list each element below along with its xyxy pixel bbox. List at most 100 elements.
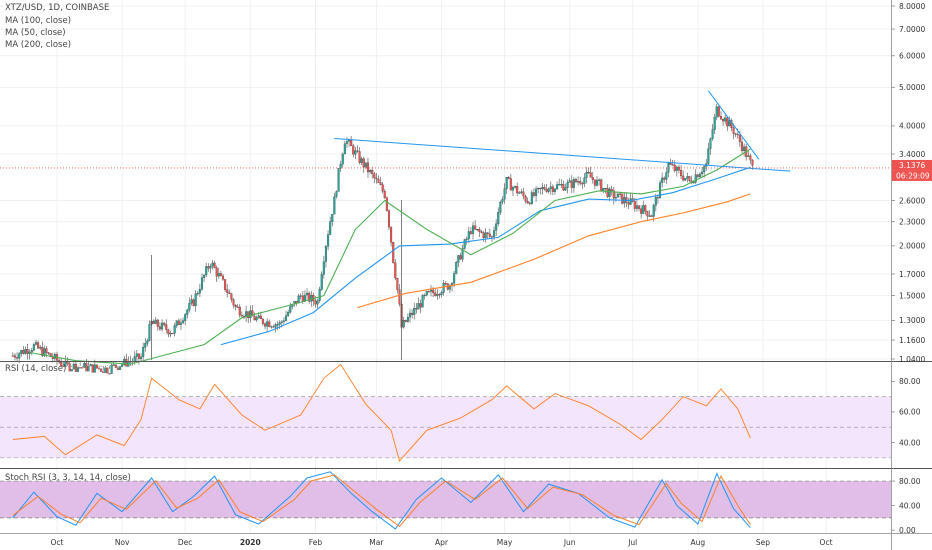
ma50-legend[interactable]: MA (50, close): [5, 28, 66, 38]
candle-body: [66, 360, 69, 364]
candle-body: [398, 289, 401, 305]
candle-body: [528, 202, 531, 204]
candle-body: [627, 202, 630, 205]
candle-body: [169, 333, 172, 335]
candle-body: [570, 180, 573, 188]
candle-body: [165, 324, 168, 330]
trendline-1: [334, 137, 791, 172]
candle-body: [438, 294, 441, 296]
candle-body: [289, 306, 292, 313]
stoch-rsi-legend[interactable]: Stoch RSI (3, 3, 14, 14, close): [5, 473, 131, 483]
candle-body: [560, 184, 563, 186]
rsi-line: [12, 363, 751, 462]
candle-body: [595, 179, 599, 186]
candle-body: [635, 205, 638, 209]
candle-body: [144, 343, 147, 348]
candle-body: [268, 321, 271, 327]
candle-body: [91, 364, 94, 373]
candle-body: [379, 182, 382, 185]
candle-body: [488, 233, 491, 237]
candle-body: [230, 293, 233, 300]
candle-body: [119, 366, 122, 370]
time-tick-label: Oct: [51, 538, 64, 547]
time-tick-label: 2020: [240, 538, 261, 547]
candle-body: [444, 283, 447, 285]
candle-body: [442, 283, 445, 293]
candle-body: [266, 321, 269, 327]
candle-body: [736, 134, 739, 136]
countdown-tag: [892, 170, 932, 181]
candle-body: [253, 315, 256, 321]
price-tick-label: 7.0000: [899, 25, 925, 34]
candle-body: [701, 171, 704, 175]
candle-body: [463, 239, 466, 249]
candle-body: [314, 300, 317, 305]
candle-body: [564, 187, 567, 191]
ma100-line: [220, 166, 751, 346]
rsi-tick-label: 80.00: [899, 377, 921, 386]
candle-body: [209, 265, 212, 269]
price-tick-label: 8.0000: [899, 2, 925, 11]
candle-body: [152, 321, 155, 324]
candle-body: [425, 291, 428, 296]
candle-body: [299, 295, 302, 297]
candle-body: [579, 181, 582, 184]
candle-body: [280, 321, 283, 323]
candle-body: [200, 277, 204, 290]
candle-body: [121, 364, 124, 367]
candle-body: [612, 190, 615, 199]
candle-body: [532, 192, 535, 196]
ma200-legend[interactable]: MA (200, close): [5, 40, 72, 50]
countdown-value: 06:29:09: [896, 171, 930, 180]
candle-body: [205, 266, 208, 276]
rsi-legend[interactable]: RSI (14, close): [5, 364, 67, 374]
candle-body: [467, 231, 470, 240]
candle-body: [85, 363, 88, 372]
candle-body: [478, 228, 481, 232]
candle-body: [148, 324, 151, 341]
candle-body: [100, 368, 103, 372]
candle-body: [331, 214, 334, 222]
candle-body: [211, 262, 214, 267]
candle-body: [97, 368, 101, 370]
symbol-legend[interactable]: XTZ/USD, 1D, COINBASE: [5, 3, 110, 13]
candle-body: [366, 162, 370, 173]
candle-body: [669, 163, 672, 165]
candle-body: [577, 181, 580, 183]
candle-body: [715, 106, 718, 118]
candle-body: [112, 364, 115, 366]
stoch-band: [0, 481, 891, 518]
candle-body: [74, 363, 77, 372]
candle-body: [663, 177, 666, 180]
stoch-d-line: [12, 474, 751, 528]
ma100-legend[interactable]: MA (100, close): [5, 16, 72, 26]
candle-body: [13, 355, 17, 358]
candle-body: [390, 226, 393, 243]
candle-body: [585, 172, 588, 178]
candle-body: [610, 188, 613, 191]
candle-body: [190, 299, 193, 304]
candle-body: [589, 172, 592, 178]
candle-body: [404, 319, 407, 322]
last-price-value: 3.1376: [899, 161, 925, 170]
candle-body: [709, 138, 712, 149]
candle-body: [511, 187, 514, 191]
candle-body: [207, 266, 210, 269]
candle-body: [32, 344, 35, 351]
candle-body: [650, 215, 653, 217]
candle-body: [60, 362, 63, 366]
candle-body: [373, 173, 376, 179]
candle-body: [455, 262, 458, 274]
candle-body: [125, 358, 128, 367]
candle-body: [505, 177, 508, 189]
candle-body: [547, 188, 550, 192]
candle-body: [263, 323, 267, 327]
ma200-line: [357, 193, 751, 309]
candle-body: [215, 267, 218, 277]
candle-body: [11, 355, 14, 357]
candle-body: [516, 186, 519, 194]
candle-body: [354, 150, 357, 155]
candle-body: [436, 294, 439, 296]
candle-body: [593, 179, 596, 186]
